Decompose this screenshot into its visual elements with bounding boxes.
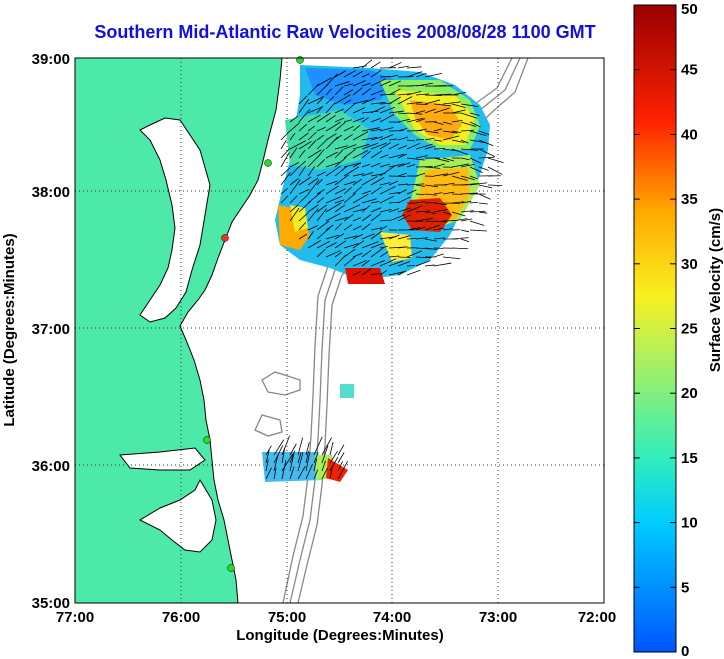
colorbar-label: Surface Velocity (cm/s) [707,208,724,372]
x-tick: 76:00 [162,609,200,626]
colorbar [633,4,677,653]
colorbar-tick-label: 10 [681,515,698,532]
station-marker [264,159,272,167]
y-tick: 35:00 [32,595,70,612]
y-tick: 37:00 [32,321,70,338]
map-title: Southern Mid-Atlantic Raw Velocities 200… [94,22,596,42]
y-tick-labels: 39:00 38:00 37:00 36:00 35:00 [32,51,70,612]
coastline-land [75,58,283,603]
x-tick-labels: 77:00 76:00 75:00 74:00 73:00 72:00 [56,609,616,626]
colorbar-tick-label: 45 [681,62,698,79]
y-tick: 36:00 [32,458,70,475]
colorbar-tick-label: 15 [681,450,698,467]
colorbar-tick-label: 5 [681,579,689,596]
colorbar-tick-label: 30 [681,256,698,273]
station-marker [203,436,211,444]
colorbar-tick-label: 20 [681,385,698,402]
hf-radar-stations [203,56,304,572]
colorbar-tick-label: 50 [681,1,698,18]
x-tick: 75:00 [268,609,306,626]
pamlico-sound [138,478,217,553]
colorbar-tick-label: 40 [681,126,698,143]
colorbar-tick-label: 25 [681,321,698,338]
colorbar-tick-label: 0 [681,643,689,659]
y-tick: 38:00 [32,184,70,201]
x-axis-label: Longitude (Degrees:Minutes) [236,627,444,644]
chesapeake-bay [139,117,211,323]
colorbar-tick-label: 35 [681,191,698,208]
x-tick: 74:00 [373,609,411,626]
plot-frame [74,57,605,604]
x-tick: 72:00 [578,609,616,626]
velocity-vectors [265,59,504,480]
x-tick: 77:00 [56,609,94,626]
x-tick: 73:00 [479,609,517,626]
colorbar-ticks: 0 5 10 15 20 25 30 35 40 45 50 [634,1,698,659]
y-axis-label: Latitude (Degrees:Minutes) [1,233,18,426]
station-marker [227,564,235,572]
y-tick: 39:00 [32,51,70,68]
station-marker [221,234,229,242]
